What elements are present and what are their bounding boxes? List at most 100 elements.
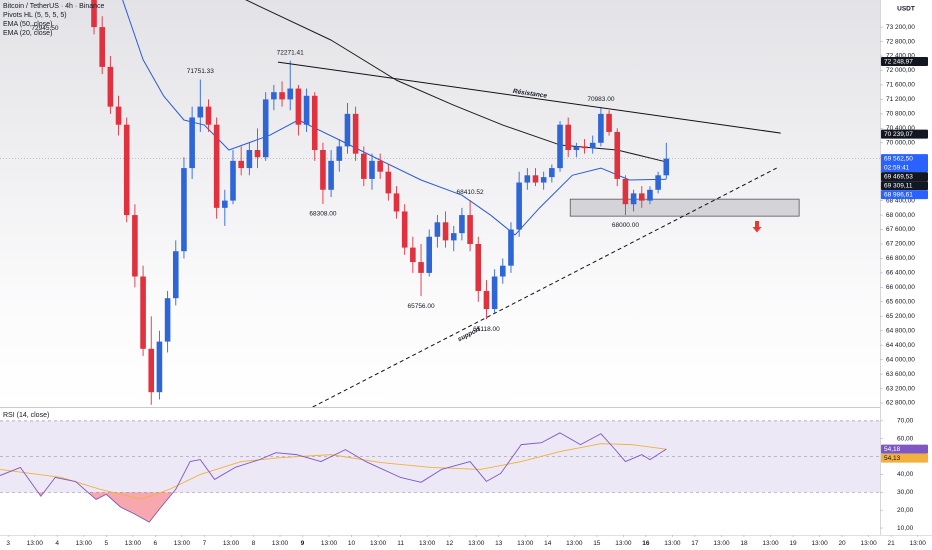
candle-body (401, 211, 408, 248)
x-tick-label: 9 (301, 540, 305, 547)
y-tick-label: 68 400,00 (886, 197, 915, 204)
chart-title: Bitcoin / TetherUS · 4h · Binance (3, 3, 105, 10)
x-tick-label: 13:00 (223, 540, 240, 547)
candle-body (598, 113, 604, 143)
candle-body (181, 168, 187, 252)
candle-body (467, 215, 473, 244)
candle-body (91, 0, 97, 28)
y-tick-label: 72 000,00 (886, 67, 915, 74)
pivot-label: 65118.00 (473, 326, 500, 333)
price-label-box (881, 154, 928, 173)
x-tick-label: 11 (397, 540, 404, 547)
rsi-y-tick-label: 70,00 (897, 418, 914, 425)
y-tick-label: 63 200,00 (886, 385, 915, 392)
candle-body (303, 95, 310, 125)
x-tick-label: 13:00 (615, 540, 632, 547)
candle-body (99, 27, 105, 67)
y-tick-label: 67 600,00 (886, 226, 915, 233)
x-tick-label: 18 (740, 540, 748, 547)
x-tick-label: 17 (691, 540, 699, 547)
candle-body (549, 168, 555, 178)
candle-body (369, 160, 375, 179)
pivot-label: 71751.33 (187, 68, 214, 75)
pivot-label: 68000.00 (612, 222, 639, 229)
y-tick-label: 71 600,00 (886, 82, 915, 89)
price-label: 68 986,61 (884, 192, 913, 199)
x-tick-label: 13:00 (27, 540, 44, 547)
y-tick-label: 65 200,00 (886, 313, 915, 320)
price-label: 69 469,53 (884, 174, 913, 181)
candle-body (557, 124, 563, 169)
candle-body (606, 113, 612, 132)
ema-line (245, 0, 667, 163)
y-tick-label: 70 800,00 (886, 111, 915, 118)
candle-body (393, 193, 400, 212)
candle-body (123, 124, 130, 216)
x-tick-label: 8 (252, 540, 256, 547)
x-tick-label: 13:00 (76, 540, 93, 547)
candle-body (287, 88, 294, 100)
candle-body (524, 175, 531, 183)
candle-body (320, 150, 326, 190)
x-tick-label: 13:00 (272, 540, 289, 547)
rsi-y-tick-label: 30,00 (897, 489, 914, 496)
candle-body (132, 215, 138, 277)
candle-body (295, 88, 302, 125)
price-label: 54,18 (884, 446, 901, 453)
y-tick-label: 64 400,00 (886, 342, 915, 349)
price-plot: Résistancesupport72945.5071751.3372271.4… (0, 0, 880, 407)
y-tick-label: 72 400,00 (886, 53, 915, 60)
x-tick-label: 13:00 (174, 540, 191, 547)
legend-pivots: Pivots HL (5, 5, 5, 5) (3, 12, 67, 19)
x-tick-label: 4 (55, 540, 59, 547)
candle-body (532, 175, 539, 183)
rsi-y-tick-label: 20,00 (897, 507, 914, 514)
x-tick-label: 13:00 (419, 540, 436, 547)
candle-body (148, 348, 155, 393)
pivot-label: 72271.41 (277, 49, 304, 56)
y-tick-label: 68 000,00 (886, 212, 915, 219)
x-tick-label: 13:00 (370, 540, 387, 547)
x-tick-label: 19 (789, 540, 797, 547)
candle-body (434, 222, 441, 237)
y-tick-label: 65 600,00 (886, 299, 915, 306)
candle-body (426, 236, 433, 273)
candle-body (516, 182, 522, 230)
price-label: 69 309,11 (884, 183, 913, 190)
x-tick-label: 21 (888, 540, 896, 547)
rsi-line (0, 432, 667, 523)
legend-ema20: EMA (20, close) (3, 30, 52, 37)
candle-body (336, 146, 343, 161)
x-tick-label: 14 (544, 540, 552, 547)
x-tick-label: 12 (446, 540, 454, 547)
candle-body (630, 193, 637, 205)
x-tick-label: 13:00 (321, 540, 338, 547)
price-label-box (881, 453, 928, 463)
legend-ema50: EMA (50, close) (3, 21, 52, 28)
trendline (312, 167, 777, 407)
x-tick-label: 10 (348, 540, 356, 547)
price-label: 70 239,07 (884, 131, 913, 138)
candle-body (450, 233, 457, 241)
pivot-label: 72945.50 (31, 25, 58, 32)
candle-body (107, 66, 114, 107)
candle-body (483, 290, 490, 310)
y-tick-label: 66 800,00 (886, 255, 915, 262)
candle-body (213, 124, 220, 208)
x-tick-label: 5 (104, 540, 108, 547)
candle-body (663, 158, 670, 176)
candle-body (271, 92, 277, 100)
candle-body (385, 171, 392, 194)
candle-body (614, 131, 621, 179)
candle-body (655, 175, 661, 190)
y-tick-label: 71 200,00 (886, 96, 915, 103)
rsi-ma-line (0, 443, 667, 500)
x-tick-label: 13:00 (125, 540, 142, 547)
y-tick-label: 72 800,00 (886, 38, 915, 45)
down-arrow (752, 221, 762, 233)
price-label-box (881, 56, 928, 66)
y-tick-label: 70 400,00 (886, 125, 915, 132)
x-tick-label: 3 (6, 540, 10, 547)
candle-body (230, 160, 236, 201)
